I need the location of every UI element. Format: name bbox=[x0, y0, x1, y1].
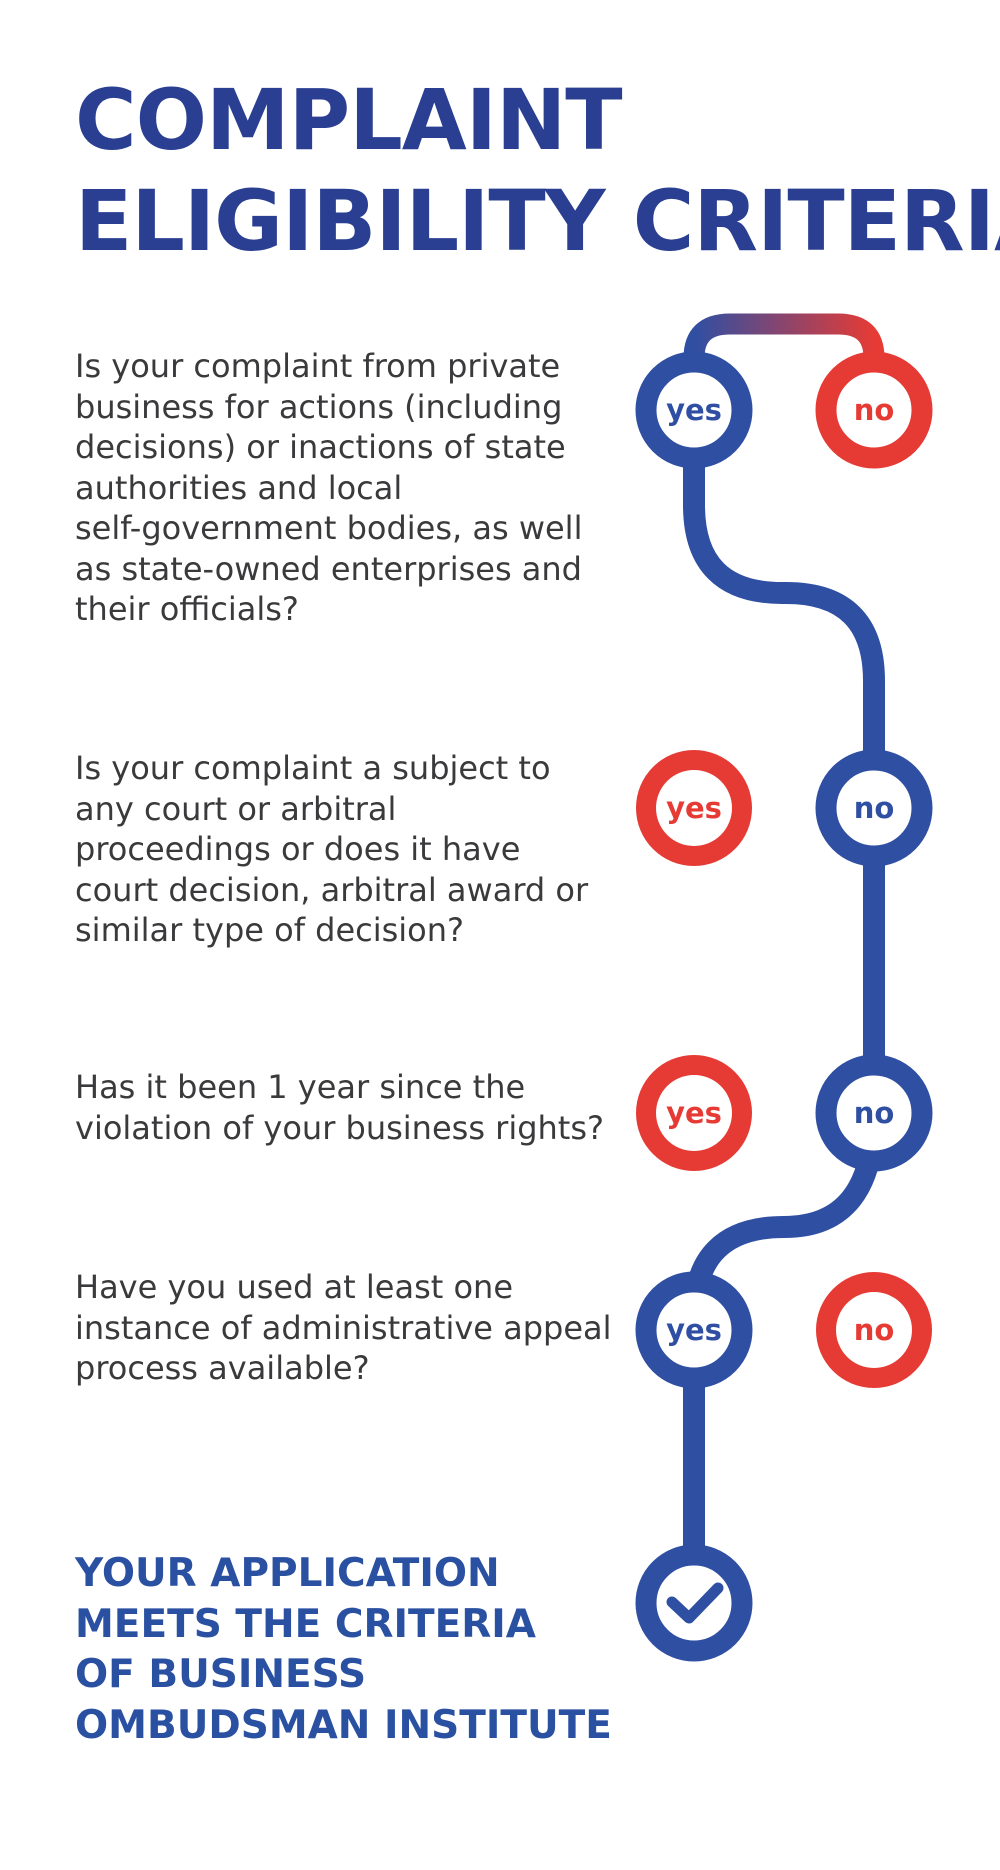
question-line: instance of administrative appeal bbox=[75, 1308, 612, 1347]
question-line: Is your complaint a subject to bbox=[75, 749, 551, 787]
result-line: YOUR APPLICATION bbox=[75, 1551, 500, 1596]
question-line: their officials? bbox=[75, 590, 299, 628]
title-line: COMPLAINT bbox=[75, 71, 623, 169]
q1-yes-label: yes bbox=[666, 393, 722, 427]
q2-yes-node[interactable]: yes bbox=[636, 750, 752, 866]
flow-path bbox=[683, 399, 885, 1608]
question-3-text: Has it been 1 year since the violation o… bbox=[75, 1067, 615, 1148]
question-line: process available? bbox=[75, 1349, 370, 1387]
q1-no-node[interactable]: no bbox=[815, 351, 933, 469]
question-line: proceedings or does it have bbox=[75, 830, 521, 868]
check-icon bbox=[666, 1582, 724, 1624]
q3-yes-label: yes bbox=[666, 1096, 722, 1130]
q2-no-node[interactable]: no bbox=[815, 749, 933, 867]
q3-yes-node[interactable]: yes bbox=[636, 1055, 752, 1171]
question-line: Has it been 1 year since the bbox=[75, 1068, 526, 1106]
result-line: MEETS THE CRITERIA bbox=[75, 1601, 536, 1647]
title-line: ELIGIBILITY CRITERIA bbox=[75, 172, 1000, 270]
q4-yes-label: yes bbox=[666, 1313, 722, 1347]
q3-no-node[interactable]: no bbox=[815, 1054, 933, 1172]
result-node bbox=[635, 1544, 753, 1662]
question-line: any court or arbitral bbox=[75, 789, 397, 828]
q2-no-label: no bbox=[854, 791, 895, 825]
q1-yes-node[interactable]: yes bbox=[635, 351, 753, 469]
question-line: authorities and local bbox=[75, 468, 403, 507]
result-line: OMBUDSMAN INSTITUTE bbox=[75, 1702, 612, 1748]
result-text: YOUR APPLICATION MEETS THE CRITERIA OF B… bbox=[75, 1549, 635, 1751]
top-connector bbox=[683, 313, 885, 421]
q2-yes-label: yes bbox=[666, 791, 722, 825]
question-line: court decision, arbitral award or bbox=[75, 870, 589, 909]
q4-yes-node[interactable]: yes bbox=[635, 1271, 753, 1389]
q4-no-node[interactable]: no bbox=[816, 1272, 932, 1388]
page-title: COMPLAINT ELIGIBILITY CRITERIA bbox=[75, 70, 1000, 272]
question-line: violation of your business rights? bbox=[75, 1108, 604, 1147]
question-line: Have you used at least one bbox=[75, 1268, 514, 1306]
q1-no-label: no bbox=[854, 393, 895, 427]
question-line: business for actions (including bbox=[75, 387, 563, 426]
question-line: self-government bodies, as well bbox=[75, 509, 583, 547]
result-line: OF BUSINESS bbox=[75, 1652, 367, 1697]
question-line: similar type of decision? bbox=[75, 911, 465, 949]
question-line: as state-owned enterprises and bbox=[75, 549, 582, 588]
question-2-text: Is your complaint a subject to any court… bbox=[75, 748, 615, 951]
question-line: Is your complaint from private bbox=[75, 347, 561, 385]
question-line: decisions) or inactions of state bbox=[75, 428, 566, 466]
q4-no-label: no bbox=[854, 1313, 895, 1347]
q3-no-label: no bbox=[854, 1096, 895, 1130]
question-4-text: Have you used at least one instance of a… bbox=[75, 1267, 615, 1389]
question-1-text: Is your complaint from private business … bbox=[75, 346, 615, 630]
